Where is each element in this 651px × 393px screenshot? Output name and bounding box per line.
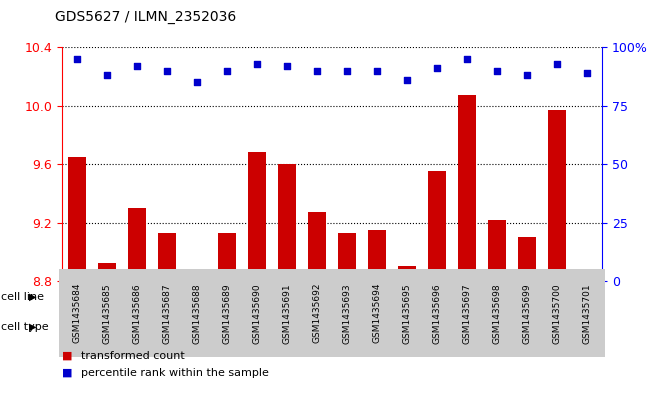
Point	[282, 63, 292, 69]
Text: MiaPaCa2: MiaPaCa2	[442, 292, 492, 302]
Point	[432, 65, 442, 72]
Text: ▶: ▶	[29, 321, 36, 332]
Bar	[512, 284, 602, 310]
Text: transformed count: transformed count	[81, 351, 185, 361]
Text: GSM1435695: GSM1435695	[402, 283, 411, 343]
Bar	[98, 263, 116, 393]
Bar	[422, 284, 512, 310]
Text: cell type: cell type	[1, 321, 49, 332]
Text: GSM1435684: GSM1435684	[72, 283, 81, 343]
Bar	[62, 314, 332, 340]
Bar	[338, 233, 356, 393]
Bar	[152, 284, 242, 310]
Text: dasatinib-resistant pancreatic cancer cells: dasatinib-resistant pancreatic cancer ce…	[356, 321, 578, 332]
Text: ■: ■	[62, 351, 72, 361]
Text: GSM1435686: GSM1435686	[132, 283, 141, 343]
Text: GSM1435692: GSM1435692	[312, 283, 322, 343]
Text: cell line: cell line	[1, 292, 44, 302]
Text: Panc0403: Panc0403	[81, 292, 132, 302]
Bar	[332, 284, 422, 310]
Bar	[428, 171, 446, 393]
Bar	[308, 212, 326, 393]
Bar	[332, 314, 602, 340]
Text: ■: ■	[62, 367, 72, 378]
Point	[552, 61, 562, 67]
Point	[372, 67, 382, 73]
Point	[161, 67, 172, 73]
Bar	[398, 266, 416, 393]
Text: GSM1435694: GSM1435694	[372, 283, 381, 343]
Text: GSM1435698: GSM1435698	[493, 283, 502, 343]
Bar	[548, 110, 566, 393]
Text: dasatinib-sensitive pancreatic cancer cells: dasatinib-sensitive pancreatic cancer ce…	[86, 321, 308, 332]
Text: GSM1435690: GSM1435690	[253, 283, 262, 343]
Bar	[242, 284, 332, 310]
Text: GSM1435693: GSM1435693	[342, 283, 352, 343]
Text: GSM1435699: GSM1435699	[523, 283, 532, 343]
Point	[492, 67, 503, 73]
Bar	[68, 157, 86, 393]
Point	[312, 67, 322, 73]
Text: SU8686: SU8686	[357, 292, 397, 302]
Text: Panc1005: Panc1005	[262, 292, 312, 302]
Text: GSM1435697: GSM1435697	[463, 283, 471, 343]
Point	[342, 67, 352, 73]
Text: ▶: ▶	[29, 292, 36, 302]
Bar	[218, 233, 236, 393]
Text: percentile rank within the sample: percentile rank within the sample	[81, 367, 270, 378]
Point	[582, 70, 592, 76]
Bar	[128, 208, 146, 393]
Text: GSM1435687: GSM1435687	[162, 283, 171, 343]
Text: GSM1435700: GSM1435700	[553, 283, 562, 343]
Text: GSM1435689: GSM1435689	[223, 283, 232, 343]
Bar	[518, 237, 536, 393]
Point	[191, 79, 202, 85]
Bar	[248, 152, 266, 393]
Point	[252, 61, 262, 67]
Point	[72, 56, 82, 62]
Bar	[578, 271, 596, 393]
Point	[522, 72, 533, 78]
Point	[462, 56, 473, 62]
Point	[102, 72, 112, 78]
Bar	[458, 95, 476, 393]
Bar	[278, 164, 296, 393]
Text: GSM1435688: GSM1435688	[193, 283, 201, 343]
Bar	[158, 233, 176, 393]
Text: GSM1435685: GSM1435685	[102, 283, 111, 343]
Bar	[488, 220, 506, 393]
Point	[132, 63, 142, 69]
Text: GDS5627 / ILMN_2352036: GDS5627 / ILMN_2352036	[55, 9, 236, 24]
Text: Panc1: Panc1	[542, 292, 573, 302]
Point	[402, 77, 412, 83]
Text: Panc0504: Panc0504	[172, 292, 222, 302]
Text: GSM1435696: GSM1435696	[432, 283, 441, 343]
Bar	[62, 284, 152, 310]
Text: GSM1435701: GSM1435701	[583, 283, 592, 343]
Bar	[188, 278, 206, 393]
Bar	[368, 230, 386, 393]
Text: GSM1435691: GSM1435691	[283, 283, 292, 343]
Point	[222, 67, 232, 73]
